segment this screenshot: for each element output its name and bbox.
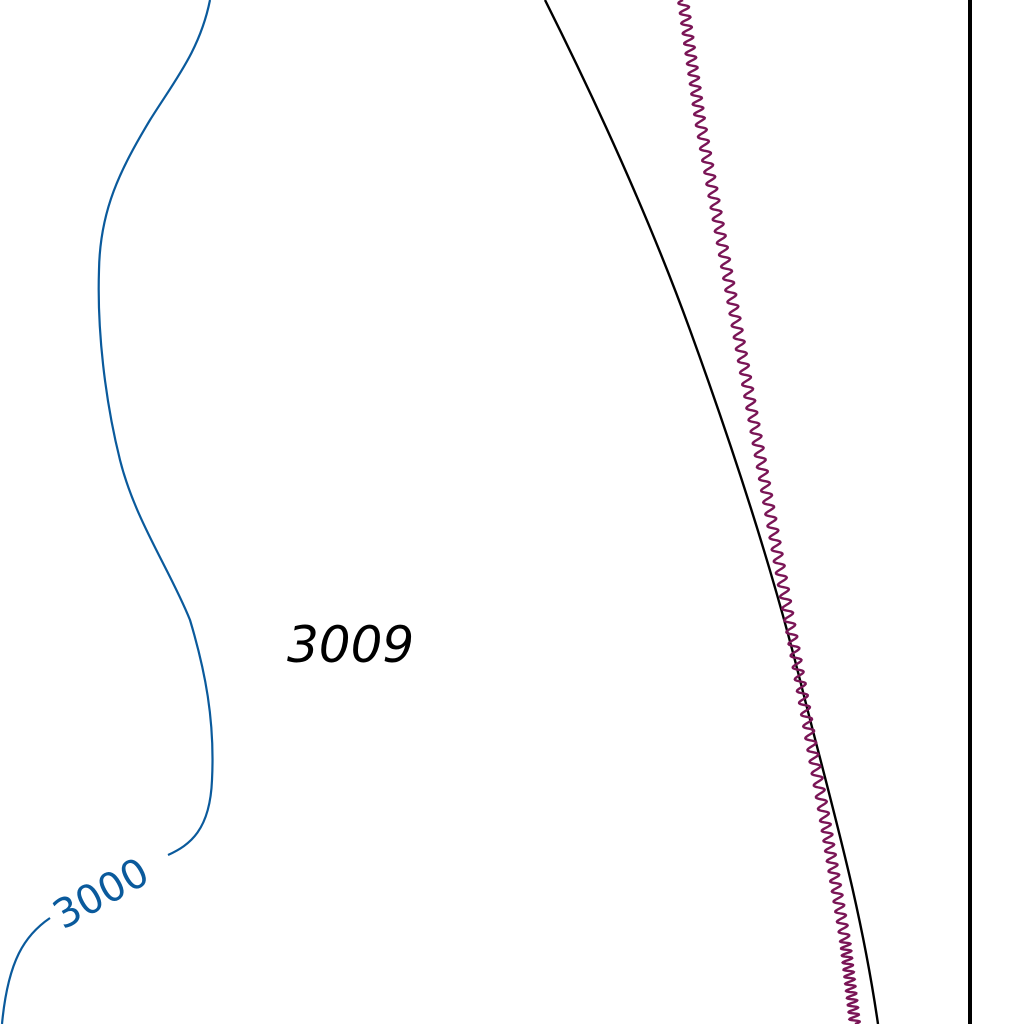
contour-line-lower bbox=[0, 917, 51, 1024]
spot-height-label: 3009 bbox=[287, 616, 414, 674]
wavy-line bbox=[677, 0, 862, 1024]
boundary-line bbox=[543, 0, 880, 1024]
contour-line bbox=[97, 0, 214, 857]
